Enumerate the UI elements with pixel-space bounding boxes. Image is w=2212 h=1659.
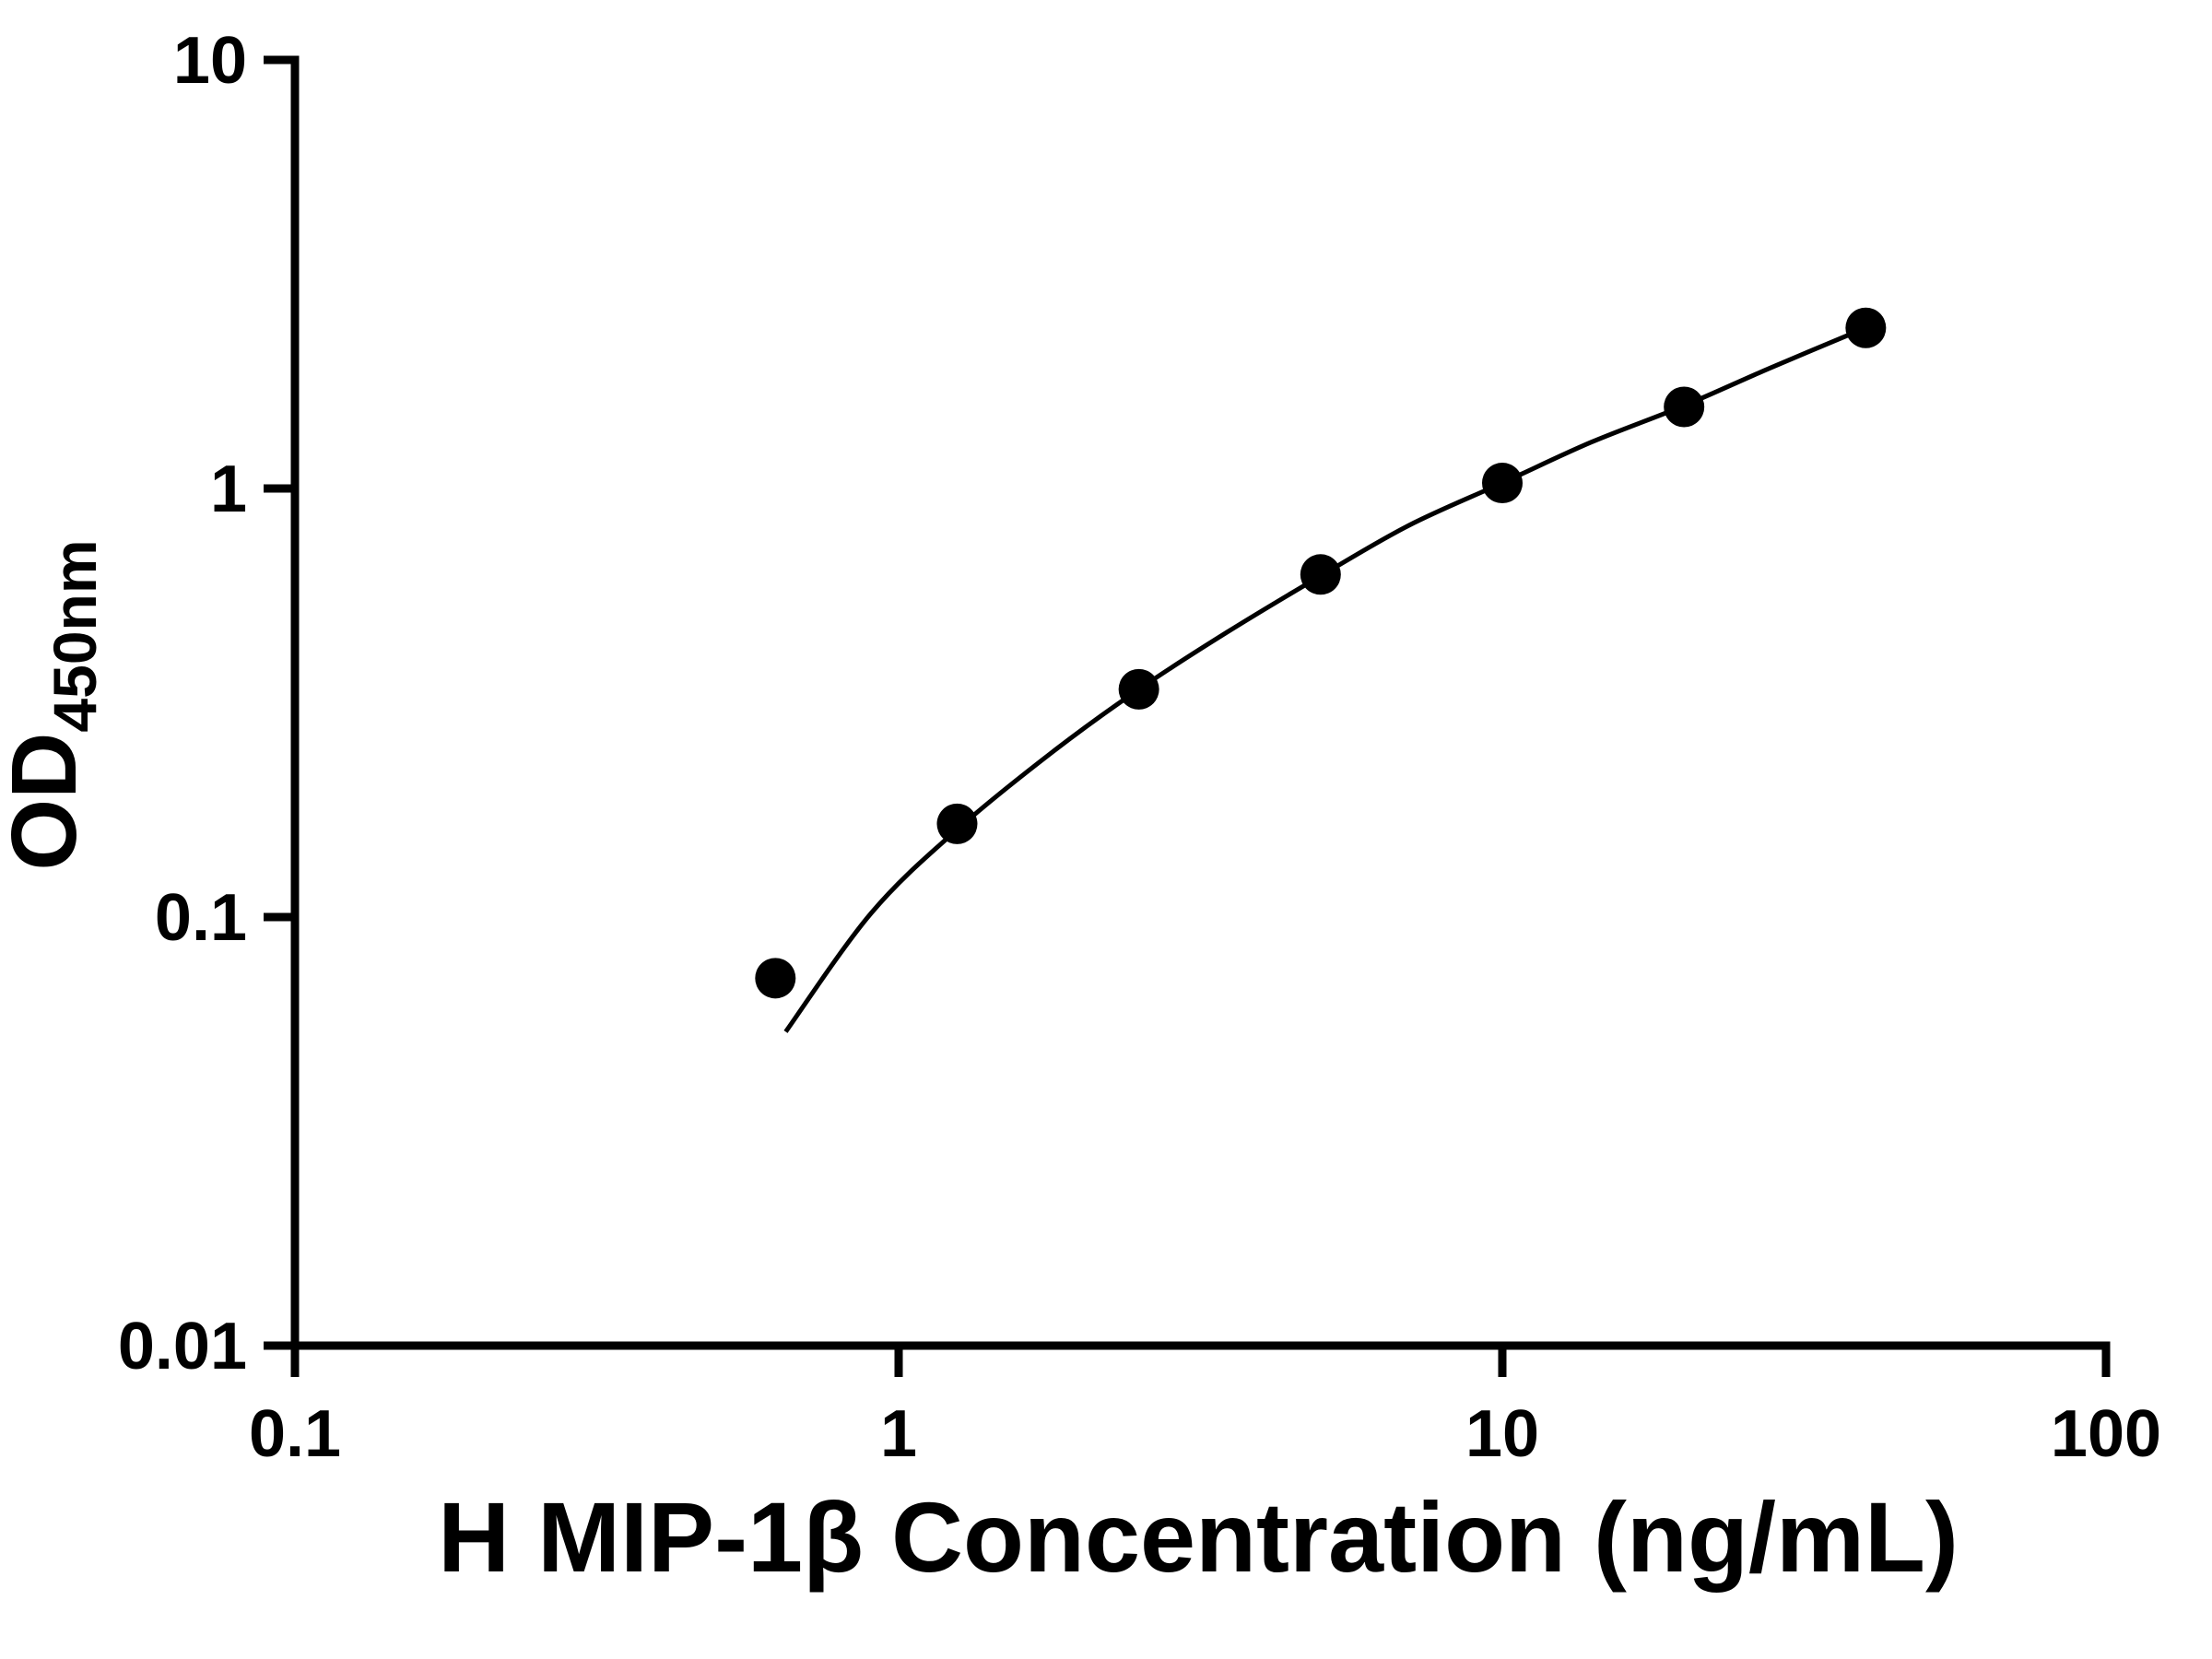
data-point-marker: [936, 803, 978, 844]
data-point-marker: [755, 958, 796, 999]
y-tick-label: 1: [210, 453, 247, 526]
y-tick-label: 10: [173, 24, 247, 98]
data-point-marker: [1118, 668, 1159, 710]
y-tick-label: 0.1: [155, 881, 247, 955]
axis-spines: [290, 55, 2111, 1350]
x-tick-label: 10: [1465, 1397, 1539, 1471]
x-tick-label: 100: [2051, 1397, 2161, 1471]
data-point-marker: [1300, 554, 1341, 595]
y-axis-title-main: OD: [0, 733, 96, 871]
data-point-marker: [1664, 386, 1705, 428]
x-tick-label: 1: [880, 1397, 917, 1471]
data-point-marker: [1845, 307, 1887, 348]
data-point-marker: [1482, 463, 1523, 504]
x-axis-title: H MIP-1β Concentration (ng/mL): [438, 1481, 1959, 1593]
x-tick-label: 0.1: [249, 1397, 341, 1471]
fit-curve-line: [783, 325, 1867, 1033]
y-axis-title: OD450nm: [0, 539, 109, 870]
y-axis-title-subscript: 450nm: [41, 539, 109, 732]
y-tick-label: 0.01: [118, 1310, 247, 1383]
